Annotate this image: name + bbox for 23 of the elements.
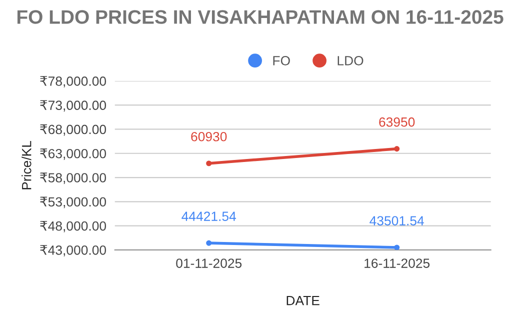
- point: [206, 240, 212, 246]
- x-axis-title: DATE: [286, 296, 320, 306]
- x-tick-label: 16-11-2025: [364, 258, 430, 268]
- point: [206, 160, 212, 166]
- data-label: 60930: [191, 132, 227, 142]
- y-tick-label: ₹48,000.00: [40, 220, 106, 232]
- y-tick-label: ₹53,000.00: [40, 196, 106, 208]
- point: [394, 244, 400, 250]
- legend-label: FO: [273, 56, 290, 66]
- y-tick-label: ₹78,000.00: [40, 76, 106, 88]
- y-tick-label: ₹63,000.00: [40, 148, 106, 160]
- data-label: 44421.54: [182, 212, 236, 222]
- point: [394, 146, 400, 152]
- legend-label: LDO: [338, 56, 364, 66]
- y-axis-title: Price/KL: [22, 140, 32, 190]
- y-tick-label: ₹68,000.00: [40, 124, 106, 136]
- y-tick-label: ₹43,000.00: [40, 245, 106, 256]
- chart-title: FO LDO PRICES IN VISAKHAPATNAM ON 16-11-2025: [17, 10, 504, 24]
- y-tick-label: ₹73,000.00: [40, 100, 106, 112]
- y-tick-label: ₹58,000.00: [40, 172, 106, 184]
- data-label: 63950: [379, 117, 415, 127]
- data-label: 43501.54: [370, 216, 424, 226]
- x-tick-label: 01-11-2025: [176, 258, 242, 268]
